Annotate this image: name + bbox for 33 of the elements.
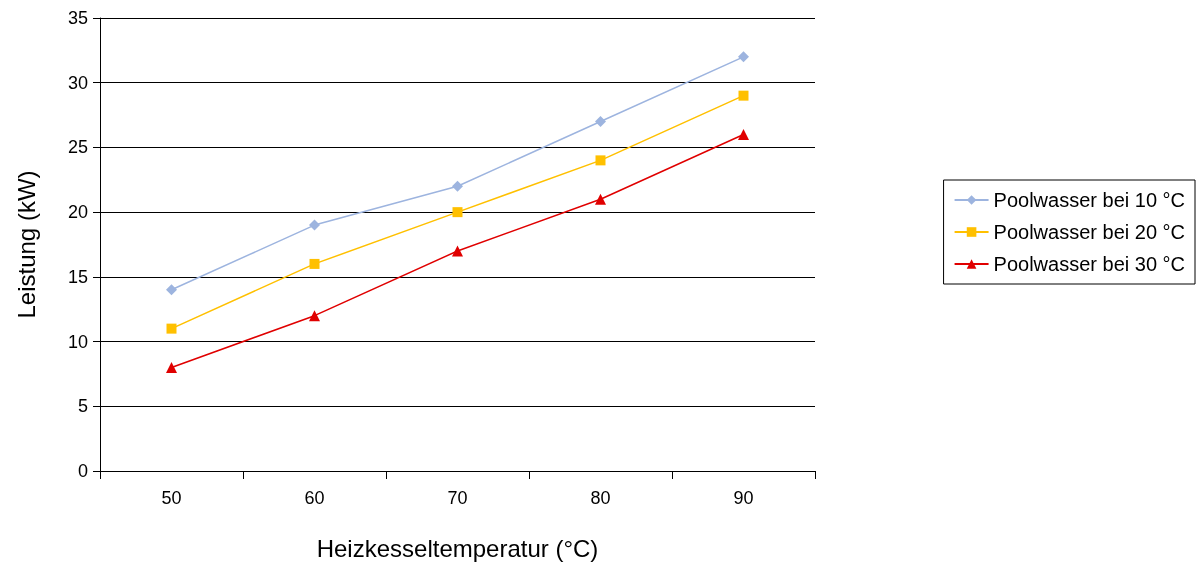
legend-label: Poolwasser bei 20 °C <box>993 221 1186 243</box>
point <box>166 361 177 373</box>
point <box>309 219 320 231</box>
point <box>452 245 463 257</box>
y-tick-label: 30 <box>67 72 88 93</box>
point <box>738 51 749 63</box>
x-tick-label: 80 <box>590 488 611 508</box>
point <box>595 116 606 128</box>
y-tick-label: 5 <box>77 396 88 417</box>
x-tick-label: 90 <box>733 488 754 508</box>
point <box>166 284 177 296</box>
x-tick-label: 70 <box>447 488 468 508</box>
point <box>595 193 606 205</box>
y-axis-title: Leistung (kW) <box>12 170 40 319</box>
y-tick-label: 20 <box>67 202 88 223</box>
legend-label: Poolwasser bei 10 °C <box>993 189 1186 211</box>
point <box>166 323 177 334</box>
point <box>738 128 749 140</box>
point <box>309 310 320 322</box>
point <box>738 90 749 101</box>
legend-label: Poolwasser bei 30 °C <box>993 253 1186 275</box>
x-axis-title: Heizkesseltemperatur (°C) <box>316 534 599 562</box>
y-tick-label: 0 <box>77 461 88 481</box>
point <box>595 155 606 166</box>
point <box>452 207 463 218</box>
x-tick-label: 50 <box>161 488 182 508</box>
x-tick-label: 60 <box>304 488 325 508</box>
y-tick-label: 35 <box>67 8 88 28</box>
point <box>309 258 320 269</box>
y-tick-label: 15 <box>67 266 88 287</box>
y-tick-label: 10 <box>67 331 88 352</box>
point <box>452 180 463 192</box>
y-tick-label: 25 <box>67 137 88 158</box>
